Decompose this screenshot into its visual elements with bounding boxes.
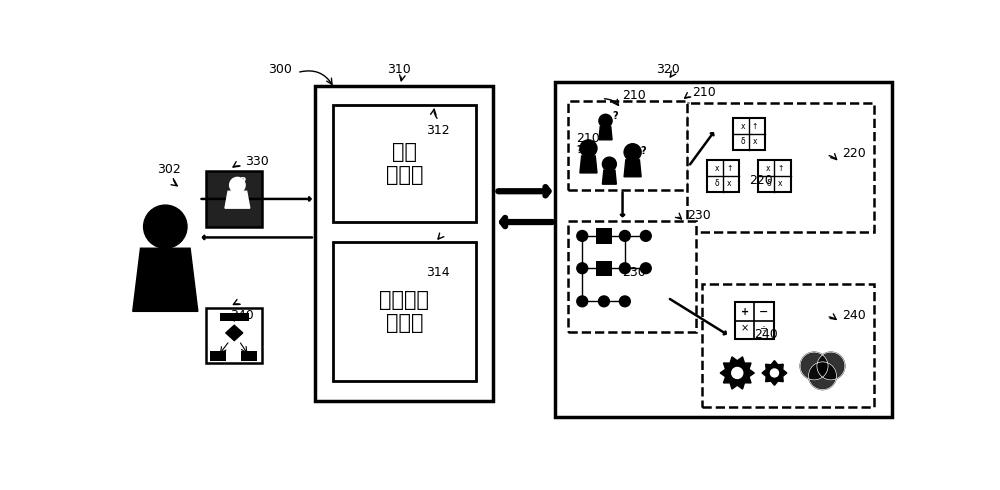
Bar — [733, 118, 765, 150]
Text: x: x — [753, 137, 757, 147]
Circle shape — [800, 352, 828, 380]
Circle shape — [577, 263, 588, 273]
Circle shape — [580, 140, 597, 157]
Bar — [333, 105, 476, 222]
Text: 330: 330 — [245, 155, 269, 168]
Bar — [596, 261, 612, 276]
Circle shape — [602, 157, 616, 171]
Polygon shape — [762, 361, 787, 385]
Text: 302: 302 — [158, 163, 181, 176]
Text: δ: δ — [715, 179, 720, 188]
Polygon shape — [133, 248, 198, 311]
Text: ↑: ↑ — [777, 164, 784, 172]
Text: 240: 240 — [754, 327, 778, 341]
Text: 210: 210 — [692, 86, 716, 99]
Bar — [687, 103, 874, 232]
Circle shape — [577, 230, 588, 241]
Bar — [707, 160, 739, 192]
Text: x: x — [727, 179, 732, 188]
Text: +: + — [741, 307, 749, 317]
Polygon shape — [225, 191, 250, 208]
Circle shape — [619, 230, 630, 241]
Text: x: x — [766, 164, 771, 172]
Text: ?: ? — [576, 145, 582, 155]
Bar — [333, 242, 476, 381]
Text: 312: 312 — [426, 124, 449, 137]
Circle shape — [599, 296, 609, 307]
Circle shape — [809, 362, 836, 390]
Bar — [596, 228, 612, 244]
Text: 210: 210 — [623, 89, 646, 102]
Polygon shape — [599, 127, 612, 140]
Text: 240: 240 — [842, 309, 866, 322]
Text: 300: 300 — [268, 63, 292, 75]
Text: 320: 320 — [656, 63, 680, 75]
Polygon shape — [580, 156, 597, 173]
Circle shape — [619, 296, 630, 307]
Bar — [568, 220, 696, 332]
Circle shape — [624, 144, 641, 161]
Bar — [555, 82, 892, 417]
Text: −: − — [759, 307, 768, 317]
Text: x: x — [741, 122, 745, 131]
Bar — [702, 284, 874, 407]
Text: 230: 230 — [623, 266, 646, 279]
Circle shape — [640, 230, 651, 241]
Polygon shape — [720, 357, 754, 389]
Circle shape — [599, 114, 612, 127]
Circle shape — [640, 263, 651, 273]
Bar — [241, 351, 257, 361]
Bar — [758, 160, 791, 192]
Circle shape — [770, 369, 778, 377]
Polygon shape — [226, 325, 243, 341]
Bar — [568, 101, 688, 190]
Polygon shape — [624, 160, 641, 177]
Bar — [735, 302, 774, 339]
Text: 314: 314 — [426, 266, 449, 279]
Text: 方案供应
子系统: 方案供应 子系统 — [379, 290, 429, 333]
Text: ?: ? — [640, 146, 646, 156]
Circle shape — [817, 352, 845, 380]
Text: 310: 310 — [387, 63, 411, 75]
Text: 210: 210 — [576, 132, 600, 145]
Text: ÷: ÷ — [760, 323, 768, 333]
Text: δ: δ — [741, 137, 745, 147]
Text: 搜索
子系统: 搜索 子系统 — [386, 142, 423, 185]
Text: x: x — [778, 179, 783, 188]
Circle shape — [619, 263, 630, 273]
Text: 230: 230 — [687, 209, 711, 222]
Bar — [220, 313, 249, 320]
Bar — [206, 171, 262, 227]
Polygon shape — [602, 171, 616, 184]
Bar — [315, 86, 493, 401]
Text: 220: 220 — [842, 147, 866, 160]
Text: x: x — [715, 164, 720, 172]
Text: ?: ? — [612, 111, 618, 121]
Circle shape — [230, 177, 245, 193]
Circle shape — [732, 368, 743, 378]
Bar — [210, 351, 226, 361]
Circle shape — [577, 296, 588, 307]
Text: 220: 220 — [749, 173, 773, 187]
Text: ?: ? — [239, 177, 245, 187]
Circle shape — [144, 205, 187, 248]
Text: 340: 340 — [230, 309, 253, 322]
Text: ↑: ↑ — [726, 164, 732, 172]
Bar — [206, 308, 262, 363]
Text: ↑: ↑ — [752, 122, 758, 131]
Text: ×: × — [741, 323, 749, 333]
Text: δ: δ — [766, 179, 771, 188]
